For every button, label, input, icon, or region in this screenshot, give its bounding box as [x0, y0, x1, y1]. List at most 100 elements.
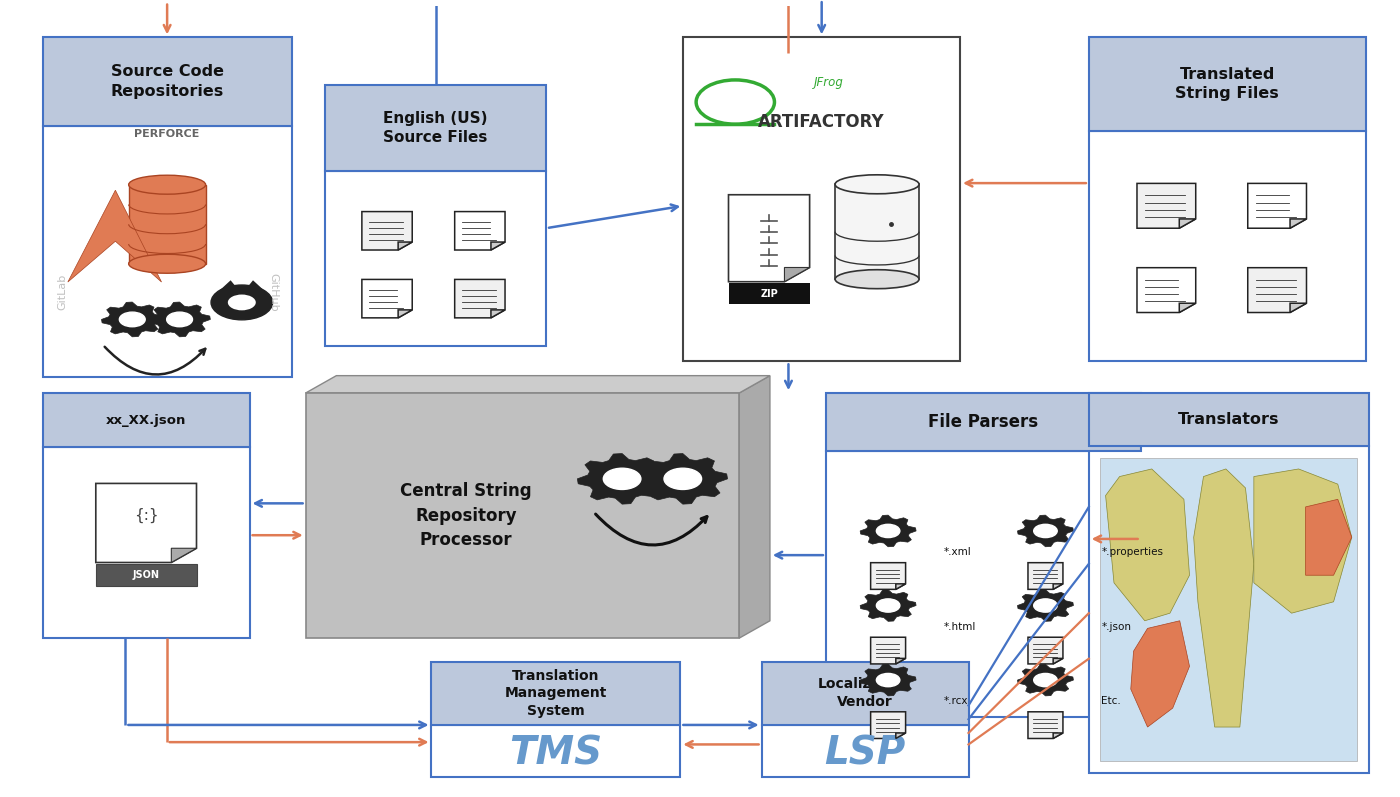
- Bar: [129, 185, 206, 264]
- Bar: [431, 725, 680, 776]
- Text: *.rcx: *.rcx: [944, 697, 969, 706]
- Text: ARTIFACTORY: ARTIFACTORY: [759, 112, 885, 131]
- Polygon shape: [577, 453, 666, 505]
- Polygon shape: [1289, 219, 1306, 228]
- Circle shape: [167, 312, 192, 327]
- Text: *.html: *.html: [944, 622, 976, 632]
- Bar: [826, 451, 1141, 717]
- Circle shape: [876, 599, 900, 612]
- Text: GitLab: GitLab: [57, 274, 67, 310]
- Circle shape: [119, 312, 146, 327]
- Text: JFrog: JFrog: [813, 77, 843, 89]
- Bar: [1089, 132, 1366, 361]
- Polygon shape: [102, 302, 162, 337]
- Circle shape: [211, 285, 273, 320]
- Circle shape: [603, 468, 641, 489]
- Text: GitHub: GitHub: [269, 273, 279, 312]
- Polygon shape: [67, 190, 161, 282]
- Polygon shape: [361, 211, 412, 250]
- Polygon shape: [305, 393, 739, 638]
- Polygon shape: [1137, 183, 1196, 228]
- Polygon shape: [871, 712, 906, 739]
- Bar: [1089, 446, 1369, 772]
- Bar: [325, 171, 546, 346]
- Bar: [95, 564, 196, 587]
- Polygon shape: [1247, 183, 1306, 228]
- Polygon shape: [860, 515, 916, 547]
- Circle shape: [876, 524, 900, 538]
- Ellipse shape: [129, 254, 206, 273]
- Text: English (US)
Source Files: English (US) Source Files: [384, 111, 489, 145]
- Circle shape: [664, 468, 701, 489]
- Polygon shape: [784, 268, 809, 281]
- Text: Translators: Translators: [1177, 412, 1280, 427]
- Text: *.xml: *.xml: [944, 548, 972, 557]
- Ellipse shape: [836, 269, 918, 289]
- Text: Localization
Vendor: Localization Vendor: [818, 677, 911, 709]
- Bar: [1089, 37, 1366, 132]
- Polygon shape: [1018, 590, 1074, 622]
- Polygon shape: [1254, 469, 1352, 613]
- Bar: [42, 37, 291, 126]
- Text: Etc.: Etc.: [1102, 697, 1121, 706]
- Bar: [836, 184, 918, 279]
- Polygon shape: [638, 453, 728, 505]
- Bar: [762, 725, 969, 776]
- Bar: [42, 393, 249, 447]
- Polygon shape: [1179, 303, 1196, 312]
- Ellipse shape: [129, 175, 206, 194]
- Text: Translated
String Files: Translated String Files: [1176, 67, 1280, 101]
- Polygon shape: [871, 638, 906, 664]
- Text: JSON: JSON: [133, 570, 160, 580]
- Polygon shape: [1179, 219, 1196, 228]
- Polygon shape: [860, 590, 916, 622]
- Bar: [42, 126, 291, 377]
- Polygon shape: [95, 484, 196, 563]
- Polygon shape: [361, 280, 412, 318]
- Bar: [1100, 457, 1358, 761]
- Polygon shape: [860, 664, 916, 696]
- Polygon shape: [245, 281, 265, 291]
- Bar: [762, 662, 969, 725]
- Polygon shape: [1028, 638, 1063, 664]
- Circle shape: [1033, 524, 1057, 538]
- Polygon shape: [896, 658, 906, 664]
- Polygon shape: [455, 280, 505, 318]
- Polygon shape: [1137, 268, 1196, 312]
- Text: TMS: TMS: [510, 735, 602, 772]
- Bar: [826, 393, 1141, 451]
- Circle shape: [876, 673, 900, 687]
- Text: Translation
Management
System: Translation Management System: [505, 669, 608, 718]
- Polygon shape: [1028, 563, 1063, 589]
- Ellipse shape: [836, 175, 918, 194]
- Bar: [325, 84, 546, 171]
- Polygon shape: [1106, 469, 1190, 621]
- Text: {:}: {:}: [134, 508, 158, 523]
- Polygon shape: [220, 281, 239, 291]
- Bar: [431, 662, 680, 725]
- Bar: [683, 37, 960, 361]
- Polygon shape: [896, 733, 906, 739]
- Bar: [1089, 393, 1369, 446]
- Text: *.json: *.json: [1102, 622, 1131, 632]
- Polygon shape: [1028, 712, 1063, 739]
- Polygon shape: [871, 563, 906, 589]
- Polygon shape: [896, 584, 906, 589]
- Polygon shape: [1247, 268, 1306, 312]
- Polygon shape: [148, 302, 210, 337]
- Polygon shape: [1053, 658, 1063, 664]
- Polygon shape: [455, 211, 505, 250]
- Polygon shape: [1306, 499, 1352, 575]
- Text: Source Code
Repositories: Source Code Repositories: [111, 65, 224, 99]
- Text: Central String
Repository
Processor: Central String Repository Processor: [400, 482, 532, 549]
- Bar: [42, 447, 249, 638]
- Text: ZIP: ZIP: [760, 289, 778, 299]
- Polygon shape: [171, 548, 196, 563]
- Circle shape: [1033, 673, 1057, 687]
- Polygon shape: [1018, 515, 1074, 547]
- Polygon shape: [491, 310, 505, 318]
- Polygon shape: [1053, 584, 1063, 589]
- Text: *.properties: *.properties: [1102, 548, 1163, 557]
- Polygon shape: [739, 375, 770, 638]
- Text: PERFORCE: PERFORCE: [134, 129, 200, 139]
